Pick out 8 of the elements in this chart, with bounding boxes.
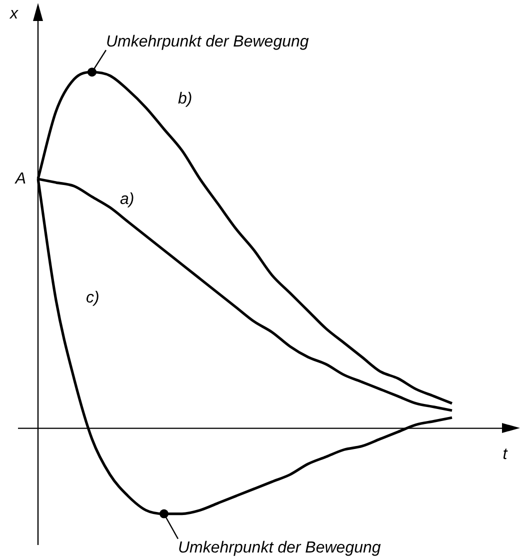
series-label: c) [86,290,100,307]
series-label: b) [178,90,192,108]
text: A [14,170,26,188]
series-label: a) [120,190,134,208]
text: Umkehrpunkt der Bewegung [178,539,381,556]
x-axis-title: t [502,446,508,463]
y-axis-title: x [9,5,19,22]
text: Umkehrpunkt der Bewegung [106,34,309,51]
